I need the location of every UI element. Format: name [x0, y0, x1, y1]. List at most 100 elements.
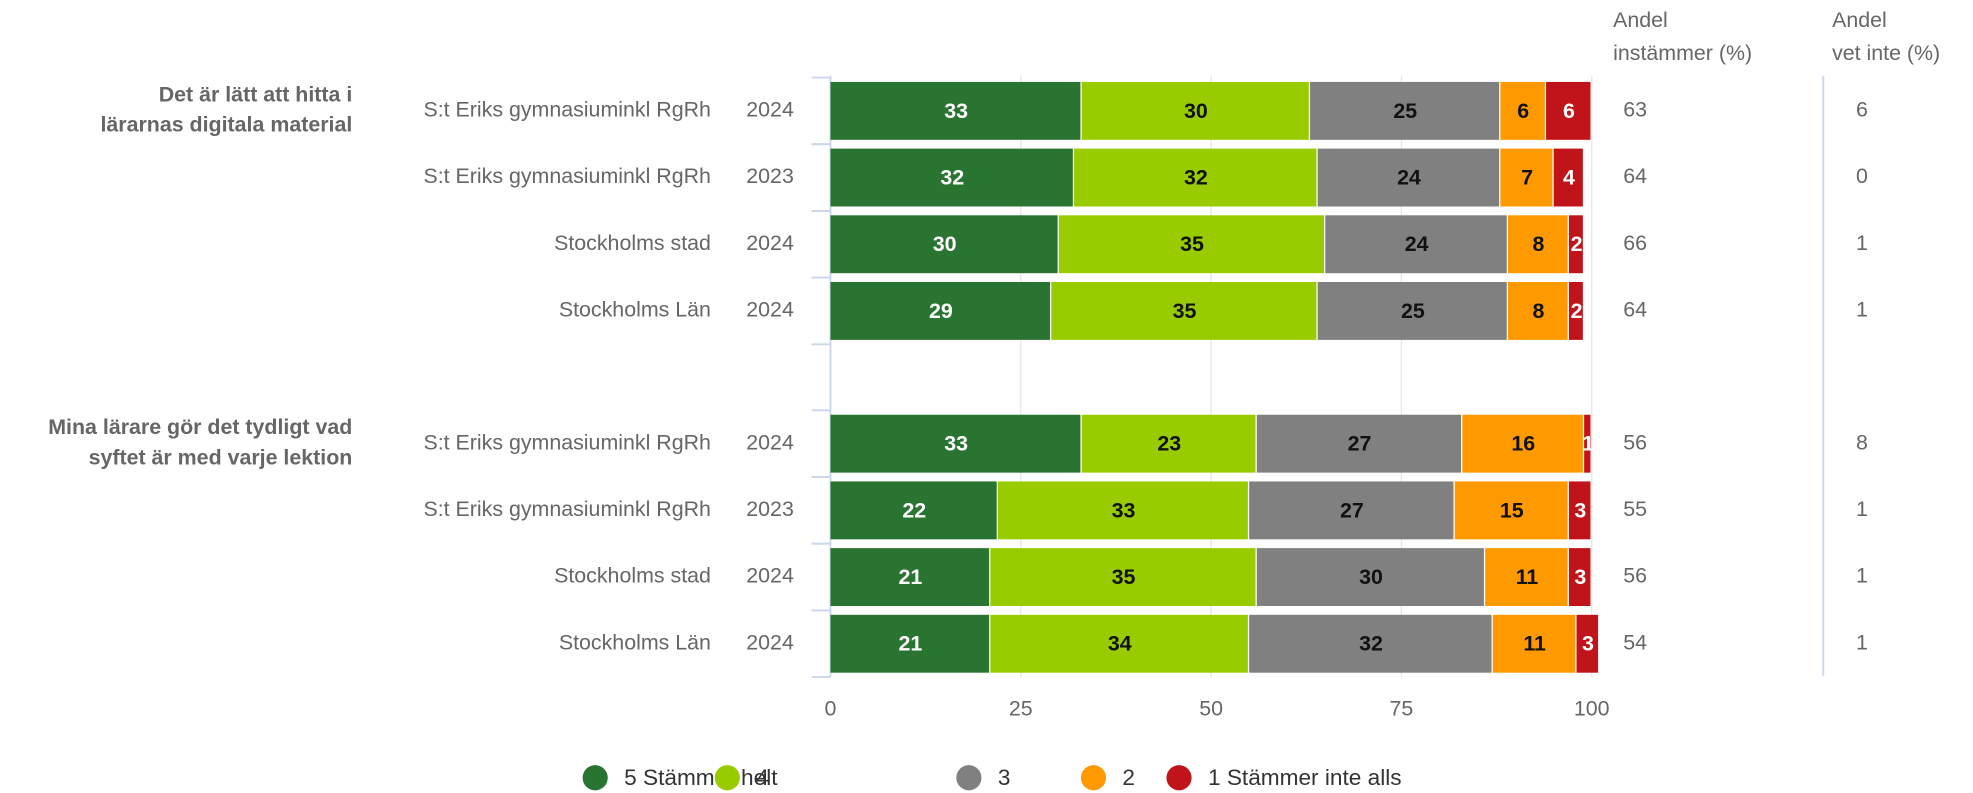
column-value: 6 — [1856, 98, 1868, 122]
column-value: 64 — [1623, 298, 1647, 322]
year-label: 2023 — [746, 497, 794, 521]
data-label: 33 — [944, 432, 968, 456]
legend-marker — [1080, 765, 1107, 791]
x-tick-label: 100 — [1574, 696, 1610, 720]
column-value: 0 — [1856, 164, 1868, 188]
bar-segment — [1568, 548, 1591, 607]
legend-label: 2 — [1122, 765, 1135, 790]
data-label: 6 — [1517, 99, 1529, 123]
data-label: 6 — [1563, 99, 1575, 123]
data-label: 34 — [1108, 632, 1132, 656]
data-label: 29 — [929, 299, 953, 323]
column-value: 64 — [1623, 164, 1647, 188]
bar-segment — [1507, 281, 1568, 340]
data-label: 21 — [899, 632, 923, 656]
bar-segment — [830, 215, 1058, 274]
column-value: 8 — [1856, 430, 1868, 454]
bar-segment — [1507, 215, 1568, 274]
data-label: 8 — [1533, 232, 1545, 256]
data-label: 3 — [1574, 498, 1586, 522]
column-header: instämmer (%) — [1613, 41, 1752, 65]
data-label: 33 — [944, 99, 968, 123]
bar-segment — [1576, 614, 1599, 673]
column-value: 54 — [1623, 630, 1647, 654]
x-tick-label: 0 — [825, 696, 837, 720]
data-label: 35 — [1112, 565, 1136, 589]
year-label: 2024 — [746, 430, 794, 454]
bar-segment — [990, 548, 1256, 607]
data-label: 32 — [1359, 632, 1383, 656]
column-value: 56 — [1623, 564, 1647, 588]
legend-marker — [714, 765, 740, 791]
group-label: Det är lätt att hitta i — [159, 82, 353, 106]
bar-segment — [1462, 414, 1583, 473]
bar-segment — [1249, 614, 1492, 673]
year-label: 2024 — [746, 630, 794, 654]
data-label: 7 — [1521, 165, 1533, 189]
bar-segment — [1546, 81, 1591, 140]
data-label: 15 — [1500, 498, 1524, 522]
bar-segment — [830, 81, 1081, 140]
data-label: 16 — [1511, 432, 1535, 456]
category-label: S:t Eriks gymnasiuminkl RgRh — [423, 497, 710, 521]
data-label: 23 — [1157, 432, 1181, 456]
data-label: 4 — [1563, 165, 1575, 189]
column-header: Andel — [1613, 8, 1668, 32]
data-label: 11 — [1523, 632, 1546, 656]
data-label: 21 — [899, 565, 923, 589]
category-label: S:t Eriks gymnasiuminkl RgRh — [423, 430, 710, 454]
bar-segment — [1492, 614, 1576, 673]
column-value: 1 — [1856, 231, 1868, 255]
column-value: 55 — [1623, 497, 1647, 521]
bar-segment — [1081, 414, 1256, 473]
data-label: 32 — [1184, 165, 1208, 189]
data-label: 24 — [1397, 165, 1421, 189]
bar-segment — [1074, 148, 1317, 207]
data-label: 11 — [1516, 565, 1539, 589]
data-label: 35 — [1180, 232, 1204, 256]
legend-marker — [582, 765, 608, 791]
x-tick-label: 25 — [1009, 696, 1033, 720]
group-label: Mina lärare gör det tydligt vad — [48, 415, 352, 439]
category-label: S:t Eriks gymnasiuminkl RgRh — [423, 98, 710, 122]
bar-segment — [1256, 414, 1462, 473]
data-label: 33 — [1112, 498, 1136, 522]
legend-label: 3 — [998, 765, 1011, 790]
bar-segment — [1058, 215, 1325, 274]
bar-segment — [1325, 215, 1507, 274]
column-value: 66 — [1623, 231, 1647, 255]
bar-segment — [1500, 148, 1553, 207]
year-label: 2024 — [746, 298, 794, 322]
year-label: 2024 — [746, 98, 794, 122]
data-label: 25 — [1393, 99, 1417, 123]
data-label: 27 — [1340, 498, 1364, 522]
group-label: lärarnas digitala material — [100, 113, 352, 137]
data-label: 30 — [1359, 565, 1383, 589]
year-label: 2024 — [746, 564, 794, 588]
bar-segment — [1249, 481, 1454, 540]
group-label: syftet är med varje lektion — [89, 445, 353, 469]
legend-label: 5 Stämmer helt — [624, 765, 778, 790]
bar-segment — [997, 481, 1248, 540]
data-label: 25 — [1401, 299, 1425, 323]
bar-segment — [1485, 548, 1568, 607]
bar-segment — [1584, 414, 1591, 473]
bar-segment — [1317, 281, 1507, 340]
bar-segment — [1081, 81, 1309, 140]
bar-segment — [830, 614, 990, 673]
data-label: 1 — [1582, 432, 1594, 456]
category-label: Stockholms Län — [559, 630, 711, 654]
data-label: 22 — [902, 498, 926, 522]
bar-segment — [830, 548, 990, 607]
data-label: 30 — [1184, 99, 1208, 123]
category-label: Stockholms Län — [559, 298, 711, 322]
data-label: 3 — [1582, 632, 1594, 656]
bar-segment — [1500, 81, 1545, 140]
data-label: 32 — [940, 165, 964, 189]
bar-segment — [1256, 548, 1484, 607]
year-label: 2023 — [746, 164, 794, 188]
legend-marker — [956, 765, 982, 791]
column-header: Andel — [1832, 8, 1887, 32]
